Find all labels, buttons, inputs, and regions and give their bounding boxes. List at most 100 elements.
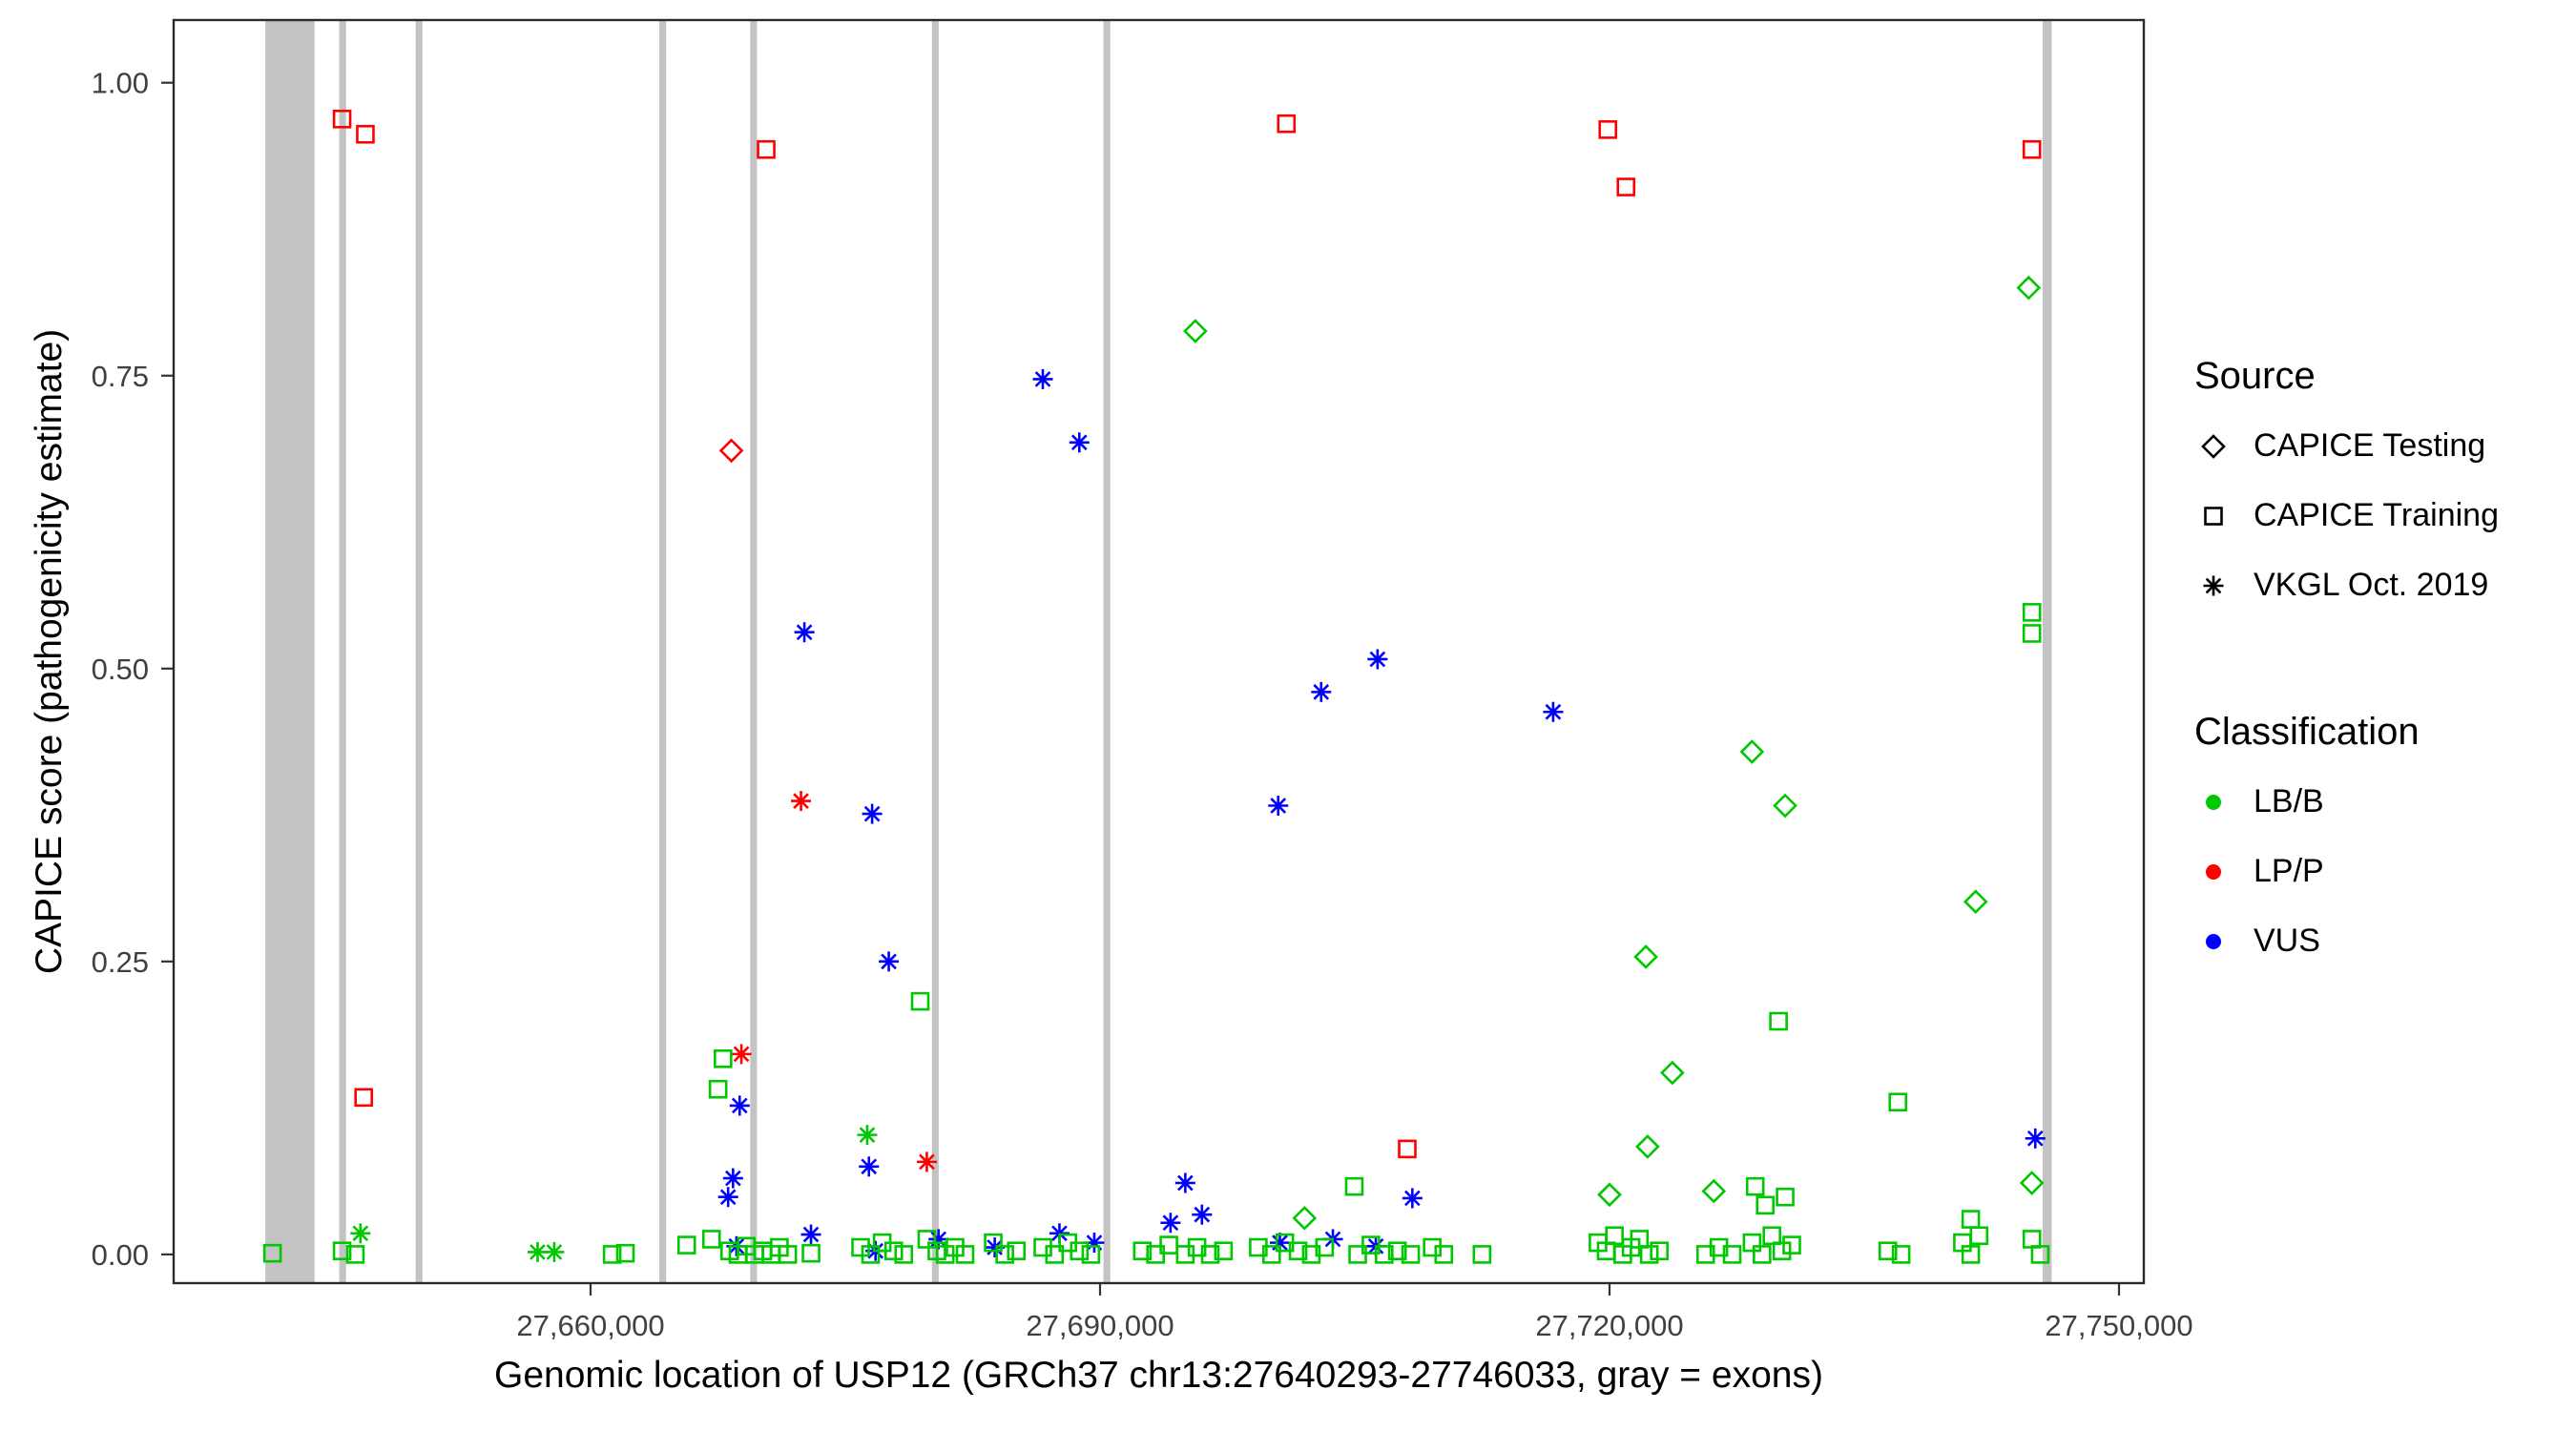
data-point-diamond [1633, 944, 1658, 969]
data-point-square [356, 124, 375, 144]
data-point-square [1070, 1241, 1090, 1261]
data-point-square [332, 109, 352, 129]
exon-region [931, 20, 939, 1283]
data-point-square [1214, 1241, 1234, 1261]
legend: Source CAPICE Testing CAPICE Training VK… [2194, 355, 2499, 976]
data-point-square [714, 1048, 733, 1068]
data-point-square [778, 1245, 798, 1264]
data-point-diamond [2201, 433, 2226, 459]
data-point-diamond [1597, 1182, 1622, 1208]
data-point-square [1969, 1226, 1989, 1246]
legend-item-label: CAPICE Training [2254, 497, 2499, 533]
legend-source: Source CAPICE Testing CAPICE Training VK… [2194, 355, 2499, 620]
data-point-asterisk [731, 1044, 752, 1065]
red-dot-icon [2206, 863, 2221, 880]
data-point-asterisk [722, 1168, 743, 1189]
data-point-square [861, 1245, 881, 1264]
data-point-square [1081, 1245, 1101, 1264]
data-point-square [2022, 1230, 2042, 1249]
data-point-square [1401, 1245, 1421, 1264]
data-point-square [1650, 1241, 1669, 1261]
data-point-asterisk [1268, 796, 1289, 817]
data-point-square [1630, 1230, 1650, 1249]
plot-border [172, 18, 2146, 1285]
data-point-asterisk [1032, 368, 1053, 389]
blue-dot-icon [2206, 933, 2221, 949]
data-point-square [801, 1243, 821, 1263]
data-point-asterisk [544, 1241, 565, 1262]
square-icon [2204, 506, 2223, 526]
data-point-asterisk [1311, 681, 1332, 702]
x-tick-label: 27,750,000 [2045, 1309, 2192, 1342]
data-point-square [2030, 1245, 2050, 1264]
data-point-square [1045, 1245, 1065, 1264]
data-point-square [332, 1241, 352, 1261]
y-tick-label: 0.25 [92, 945, 149, 979]
data-point-square [615, 1243, 635, 1263]
data-point-square [984, 1233, 1003, 1253]
legend-item-vus: VUS [2194, 906, 2499, 976]
data-point-asterisk [1174, 1172, 1195, 1193]
data-point-diamond [1635, 1134, 1660, 1159]
data-point-square [1344, 1176, 1364, 1196]
data-point-asterisk [794, 622, 815, 643]
y-tick-label: 1.00 [92, 67, 149, 100]
data-point-square [1007, 1241, 1027, 1261]
data-point-square [955, 1245, 975, 1264]
data-point-asterisk [1543, 701, 1564, 722]
data-point-square [1878, 1241, 1898, 1261]
legend-item-label: LP/P [2254, 853, 2324, 889]
legend-item-label: VUS [2254, 923, 2320, 959]
y-axis-title: CAPICE score (pathogenicity estimate) [29, 328, 70, 975]
exon-region [265, 20, 315, 1283]
data-point-square [995, 1245, 1014, 1264]
legend-item-lpp: LP/P [2194, 837, 2499, 906]
data-point-asterisk [916, 1151, 937, 1172]
data-point-square [1961, 1245, 1981, 1264]
data-point-square [1742, 1233, 1762, 1253]
data-point-square [1616, 177, 1636, 197]
data-point-diamond [1183, 319, 1208, 343]
data-point-square [1598, 120, 1618, 139]
data-point-asterisk [985, 1237, 1006, 1258]
legend-item-vkgl: VKGL Oct. 2019 [2194, 550, 2499, 620]
y-tick-label: 0.00 [92, 1238, 149, 1272]
data-point-asterisk [350, 1223, 371, 1244]
data-point-asterisk [791, 791, 812, 812]
data-point-square [602, 1245, 622, 1264]
data-point-asterisk [1160, 1213, 1181, 1234]
data-point-square [1762, 1226, 1781, 1246]
data-point-square [1769, 1011, 1788, 1031]
exon-region [415, 20, 423, 1283]
data-point-diamond [1739, 739, 1765, 764]
legend-item-label: CAPICE Testing [2254, 427, 2486, 464]
data-point-square [345, 1245, 365, 1264]
data-point-square [708, 1079, 728, 1099]
data-point-circle [2206, 794, 2221, 810]
data-point-square [1348, 1245, 1367, 1264]
data-point-asterisk [1270, 1233, 1291, 1254]
exon-region [2042, 20, 2052, 1283]
data-point-square [1472, 1245, 1492, 1264]
data-point-diamond [1292, 1205, 1318, 1231]
data-point-square [354, 1088, 373, 1108]
data-point-square [1753, 1245, 1772, 1264]
legend-classification-title: Classification [2194, 711, 2420, 753]
data-point-square [917, 1230, 937, 1249]
y-tick-label: 0.50 [92, 653, 149, 686]
data-point-asterisk [800, 1224, 821, 1245]
data-point-square [1782, 1235, 1801, 1255]
data-point-asterisk [857, 1125, 878, 1146]
data-point-asterisk [1069, 432, 1090, 453]
legend-item-capice-testing: CAPICE Testing [2194, 411, 2499, 481]
data-point-square [1888, 1092, 1908, 1112]
data-point-square [1277, 114, 1297, 134]
data-point-asterisk [2203, 575, 2224, 595]
data-point-square [883, 1241, 904, 1261]
data-point-square [1434, 1245, 1454, 1264]
data-point-square [701, 1230, 721, 1249]
x-tick-label: 27,660,000 [516, 1309, 664, 1342]
data-point-square [1146, 1245, 1166, 1264]
data-point-square [1605, 1226, 1624, 1246]
